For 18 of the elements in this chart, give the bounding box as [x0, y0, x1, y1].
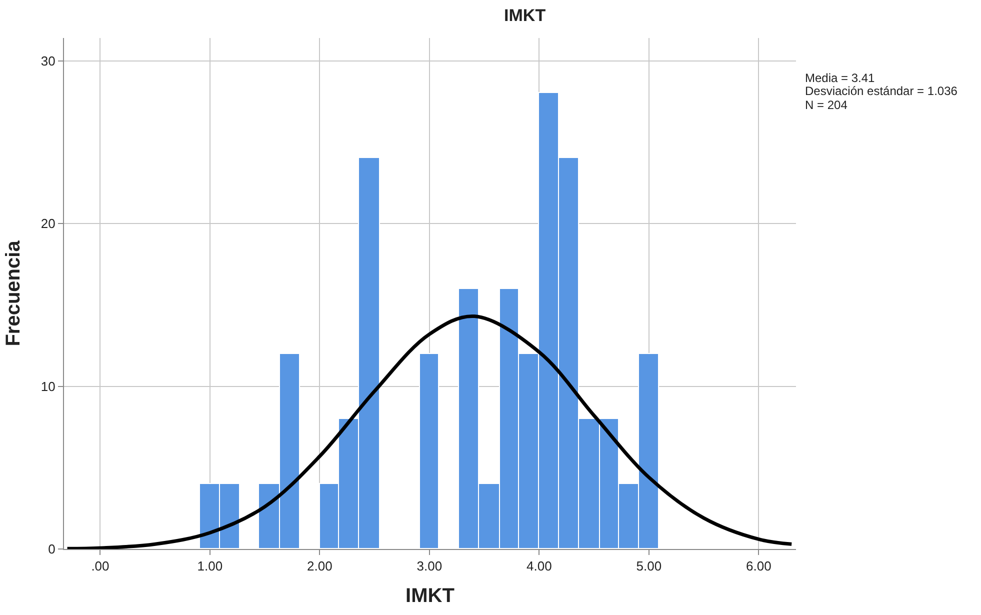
text: N = 204 [805, 98, 848, 112]
y-tick-label: 0 [48, 542, 56, 557]
chart-title: IMKT [504, 6, 546, 26]
line-series [66, 314, 794, 549]
y-tick-label: 10 [40, 378, 56, 394]
text: Desviación estándar = 1.036 [805, 84, 958, 98]
x-tick-label: 5.00 [636, 558, 662, 574]
y-tick-label: 20 [40, 216, 56, 232]
x-tick-label: .00 [91, 558, 110, 574]
y-tick-label: 30 [40, 53, 56, 68]
x-tick-label: 6.00 [746, 558, 772, 574]
x-axis-title: IMKT [406, 585, 454, 608]
x-tick-label: 4.00 [526, 558, 552, 574]
x-tick-label: 3.00 [416, 558, 442, 574]
x-tick-label: 1.00 [197, 558, 223, 574]
x-tick-label: 2.00 [307, 558, 332, 574]
text: Media = 3.41 [805, 71, 876, 85]
y-axis-title: Frecuencia [2, 240, 24, 346]
